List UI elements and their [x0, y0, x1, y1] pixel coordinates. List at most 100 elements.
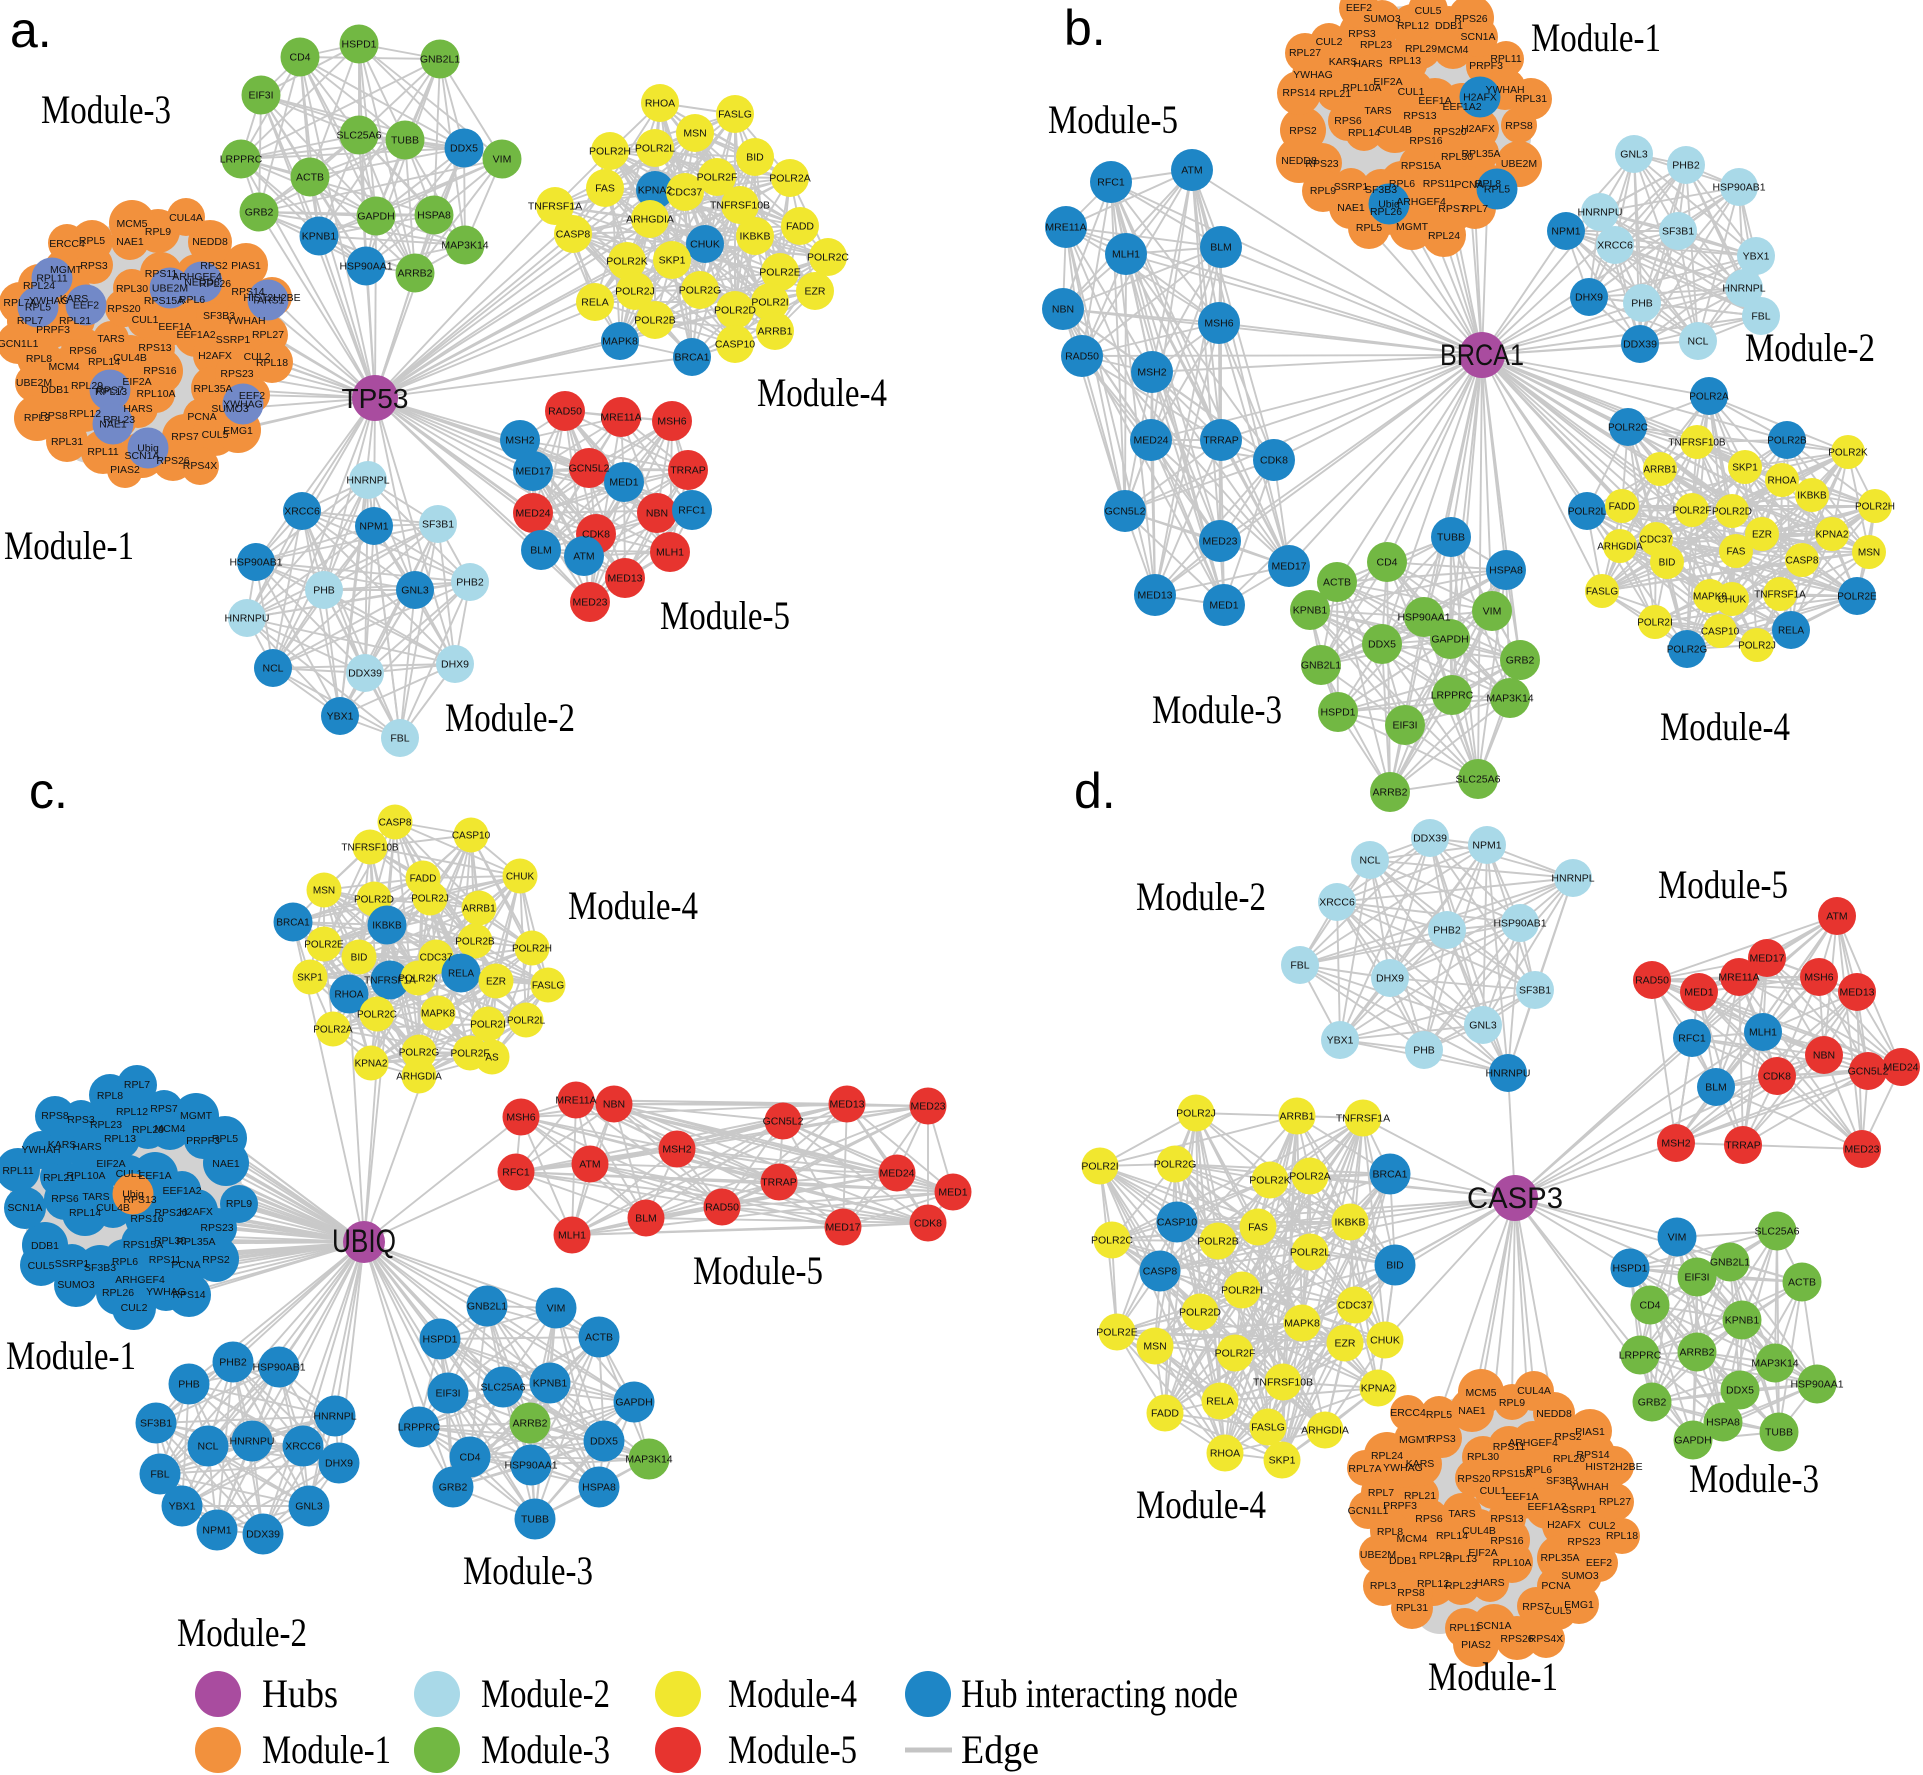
- svg-text:Module-2: Module-2: [481, 1671, 610, 1716]
- svg-text:CASP10: CASP10: [715, 339, 755, 351]
- svg-text:HSPD1: HSPD1: [1612, 1263, 1647, 1275]
- svg-text:CUL2: CUL2: [121, 1302, 148, 1314]
- svg-text:RPL29: RPL29: [1419, 1550, 1451, 1562]
- svg-text:RPS11: RPS11: [1423, 178, 1456, 190]
- svg-text:ARRB1: ARRB1: [1279, 1111, 1314, 1123]
- svg-text:NBN: NBN: [1052, 304, 1074, 316]
- svg-text:XRCC6: XRCC6: [1319, 897, 1355, 909]
- svg-text:EEF2: EEF2: [73, 300, 99, 312]
- svg-text:MED13: MED13: [607, 573, 642, 585]
- svg-text:MSH2: MSH2: [505, 435, 534, 447]
- svg-text:EIF2A: EIF2A: [122, 376, 151, 388]
- svg-text:Module-3: Module-3: [481, 1727, 610, 1772]
- svg-text:RPL12: RPL12: [69, 408, 101, 420]
- svg-text:EEF1A2: EEF1A2: [162, 1185, 201, 1197]
- svg-text:MGMT: MGMT: [1399, 1434, 1432, 1446]
- svg-text:RFC1: RFC1: [1097, 177, 1125, 189]
- svg-text:SSRP1: SSRP1: [55, 1258, 90, 1270]
- svg-text:NAE1: NAE1: [1337, 202, 1365, 214]
- svg-text:PIAS1: PIAS1: [1575, 1426, 1605, 1438]
- svg-text:RPS8: RPS8: [40, 410, 68, 422]
- svg-text:RPL27: RPL27: [1289, 47, 1321, 59]
- svg-text:RPS7: RPS7: [150, 1103, 178, 1115]
- svg-text:GAPDH: GAPDH: [357, 211, 394, 223]
- svg-text:Module-4: Module-4: [728, 1671, 857, 1716]
- svg-text:FAS: FAS: [595, 183, 615, 195]
- svg-text:SSRP1: SSRP1: [1334, 181, 1369, 193]
- svg-text:RPL5: RPL5: [79, 235, 105, 247]
- svg-text:CHUK: CHUK: [690, 239, 720, 251]
- svg-text:YBX1: YBX1: [169, 1501, 196, 1513]
- svg-text:PRPF3: PRPF3: [1383, 1500, 1417, 1512]
- svg-text:CDC37: CDC37: [1640, 535, 1673, 546]
- svg-text:DDX39: DDX39: [348, 668, 382, 680]
- svg-text:RPS15A: RPS15A: [144, 295, 184, 307]
- svg-text:XRCC6: XRCC6: [1597, 240, 1633, 252]
- svg-text:POLR2F: POLR2F: [697, 172, 738, 184]
- svg-text:CDC37: CDC37: [420, 953, 453, 964]
- svg-text:YWHAH: YWHAH: [21, 1144, 60, 1156]
- svg-text:MGMT: MGMT: [50, 264, 83, 276]
- svg-text:YWHAH: YWHAH: [1569, 1481, 1608, 1493]
- svg-text:MRE11A: MRE11A: [1045, 222, 1086, 234]
- svg-text:ACTB: ACTB: [1788, 1277, 1816, 1289]
- svg-text:SSRP1: SSRP1: [1562, 1504, 1597, 1516]
- svg-text:IKBKB: IKBKB: [1335, 1217, 1366, 1229]
- svg-text:RPS14: RPS14: [1576, 1449, 1609, 1461]
- svg-text:MED13: MED13: [1839, 987, 1874, 999]
- svg-text:MED17: MED17: [515, 466, 550, 478]
- svg-text:RPL7: RPL7: [1368, 1487, 1394, 1499]
- svg-text:RPL13: RPL13: [95, 386, 127, 398]
- svg-text:HSPD1: HSPD1: [422, 1334, 457, 1346]
- svg-text:ARRB1: ARRB1: [757, 326, 792, 338]
- svg-text:RPL8: RPL8: [1475, 178, 1501, 190]
- svg-text:POLR2F: POLR2F: [1673, 506, 1712, 517]
- svg-text:MED17: MED17: [1749, 953, 1784, 965]
- svg-text:POLR2F: POLR2F: [451, 1049, 490, 1060]
- svg-text:RPS15A: RPS15A: [123, 1239, 163, 1251]
- svg-text:NPM1: NPM1: [202, 1525, 231, 1537]
- svg-text:RPL8: RPL8: [26, 353, 52, 365]
- svg-text:GRB2: GRB2: [245, 207, 274, 219]
- svg-text:EIF3I: EIF3I: [1684, 1272, 1709, 1284]
- svg-text:MSH2: MSH2: [1661, 1138, 1690, 1150]
- svg-text:BLM: BLM: [1210, 242, 1232, 254]
- svg-text:PRPF3: PRPF3: [186, 1135, 220, 1147]
- svg-text:RPS16: RPS16: [143, 365, 176, 377]
- svg-text:RPL10A: RPL10A: [136, 388, 175, 400]
- svg-text:RPS13: RPS13: [123, 1194, 156, 1206]
- svg-text:RPL24: RPL24: [1371, 1450, 1403, 1462]
- svg-text:MED24: MED24: [879, 1168, 914, 1180]
- svg-text:CUL5: CUL5: [202, 429, 229, 441]
- svg-text:ARHGDIA: ARHGDIA: [1597, 542, 1643, 553]
- svg-text:RPL3: RPL3: [24, 412, 50, 424]
- svg-text:MSH6: MSH6: [506, 1112, 535, 1124]
- svg-text:RPS6: RPS6: [69, 345, 97, 357]
- svg-text:TNFRSF10B: TNFRSF10B: [341, 843, 399, 854]
- svg-text:TUBB: TUBB: [391, 135, 419, 147]
- svg-text:RPL26: RPL26: [1370, 206, 1402, 218]
- svg-text:MSH2: MSH2: [1137, 367, 1166, 379]
- svg-text:EIF3I: EIF3I: [435, 1388, 460, 1400]
- svg-text:RPL35A: RPL35A: [193, 383, 232, 395]
- svg-text:H2AFX: H2AFX: [198, 350, 232, 362]
- svg-text:RPS26: RPS26: [1500, 1633, 1533, 1645]
- svg-text:PHB: PHB: [1413, 1045, 1435, 1057]
- svg-text:RAD50: RAD50: [1635, 975, 1669, 987]
- svg-text:EIF3I: EIF3I: [1392, 720, 1417, 732]
- svg-text:RPL7: RPL7: [1462, 203, 1488, 215]
- svg-text:FBL: FBL: [390, 733, 409, 745]
- svg-text:PCNA: PCNA: [171, 1259, 200, 1271]
- svg-text:AS: AS: [485, 1053, 499, 1064]
- svg-text:RPL6: RPL6: [112, 1256, 138, 1268]
- svg-text:MED23: MED23: [1202, 536, 1237, 548]
- svg-text:POLR2B: POLR2B: [455, 937, 495, 948]
- svg-text:RPS3: RPS3: [1348, 28, 1376, 40]
- svg-text:RPL31: RPL31: [1515, 93, 1547, 105]
- svg-text:RPS7: RPS7: [1522, 1601, 1550, 1613]
- svg-text:PRPF3: PRPF3: [1469, 60, 1503, 72]
- svg-text:Module-4: Module-4: [568, 883, 698, 928]
- svg-text:IKBKB: IKBKB: [740, 231, 771, 243]
- svg-text:MED1: MED1: [938, 1187, 967, 1199]
- svg-text:TNFRSF10B: TNFRSF10B: [1668, 438, 1726, 449]
